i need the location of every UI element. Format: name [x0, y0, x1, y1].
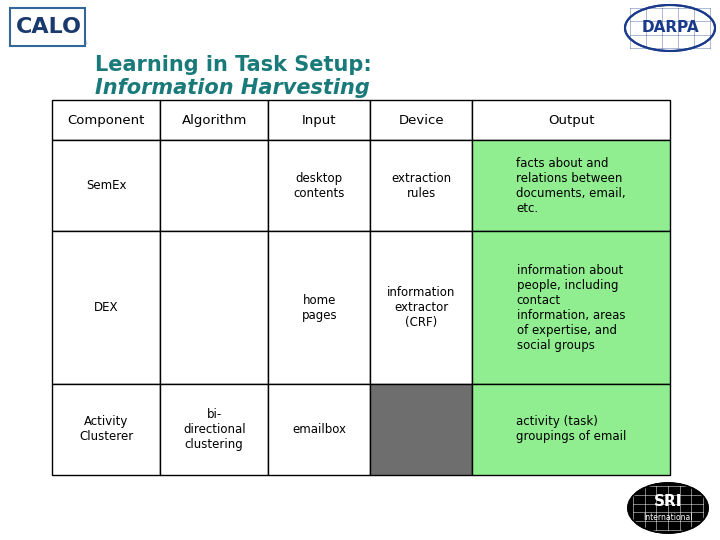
Text: Learning in Task Setup:: Learning in Task Setup: [95, 55, 372, 75]
Bar [52, 384, 160, 475]
Bar [10, 8, 85, 46]
Bar [269, 384, 370, 475]
Bar [160, 231, 269, 384]
Text: Information Harvesting: Information Harvesting [95, 78, 370, 98]
Text: DEX: DEX [94, 301, 118, 314]
Bar [472, 231, 670, 384]
Text: facts about and
relations between
documents, email,
etc.: facts about and relations between docume… [516, 157, 626, 215]
Text: Component: Component [68, 113, 145, 126]
Bar [370, 231, 472, 384]
Bar [370, 140, 472, 231]
Text: International: International [643, 512, 693, 522]
Text: Activity
Clusterer: Activity Clusterer [79, 415, 133, 443]
Text: desktop
contents: desktop contents [294, 172, 345, 200]
Bar [160, 384, 269, 475]
Text: Algorithm: Algorithm [181, 113, 247, 126]
Bar [370, 384, 472, 475]
Bar [52, 231, 160, 384]
Bar [472, 140, 670, 231]
Bar [269, 140, 370, 231]
Text: information about
people, including
contact
information, areas
of expertise, and: information about people, including cont… [517, 264, 626, 352]
Ellipse shape [625, 5, 715, 51]
Text: bi-
directional
clustering: bi- directional clustering [183, 408, 246, 451]
Bar [52, 100, 160, 140]
Bar [269, 231, 370, 384]
Bar [472, 100, 670, 140]
Text: activity (task)
groupings of email: activity (task) groupings of email [516, 415, 626, 443]
Text: extraction
rules: extraction rules [391, 172, 451, 200]
Text: emailbox: emailbox [292, 423, 346, 436]
Bar [472, 384, 670, 475]
Text: Output: Output [548, 113, 595, 126]
Text: SemEx: SemEx [86, 179, 126, 192]
Text: Input: Input [302, 113, 336, 126]
Bar [160, 100, 269, 140]
Text: home
pages: home pages [302, 294, 337, 322]
Bar [269, 100, 370, 140]
Text: CALO: CALO [16, 17, 82, 37]
Bar [52, 140, 160, 231]
Text: information
extractor
(CRF): information extractor (CRF) [387, 286, 456, 329]
Text: DARPA: DARPA [642, 21, 699, 36]
Text: SRI: SRI [654, 495, 682, 510]
Text: Device: Device [398, 113, 444, 126]
Bar [370, 100, 472, 140]
Ellipse shape [628, 483, 708, 533]
Bar [160, 140, 269, 231]
